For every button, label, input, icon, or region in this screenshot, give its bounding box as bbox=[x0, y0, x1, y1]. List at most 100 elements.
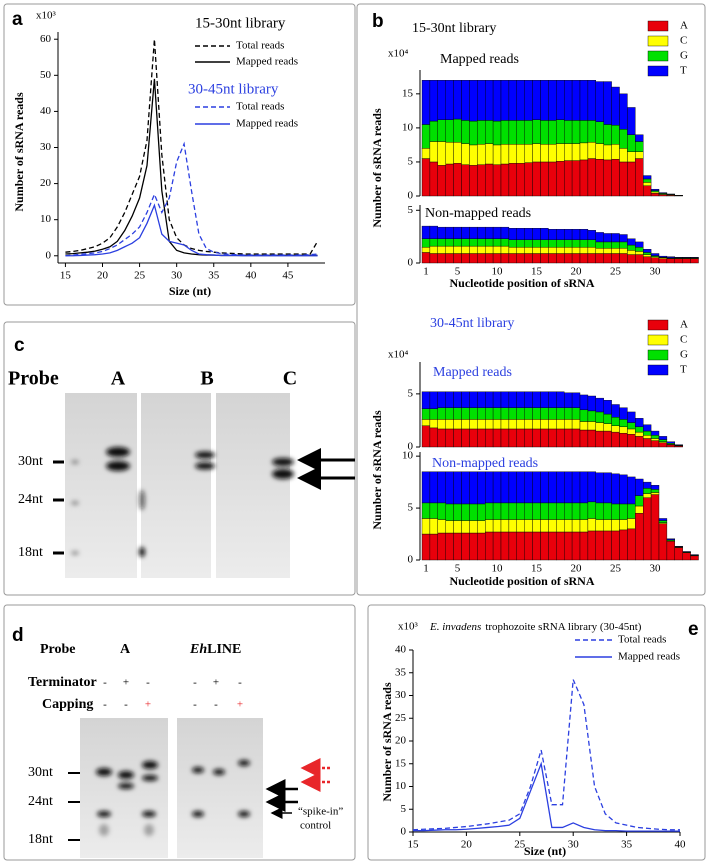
bar-segment bbox=[595, 411, 604, 423]
bar-segment bbox=[564, 392, 573, 408]
bar-segment bbox=[571, 428, 581, 448]
arrows bbox=[265, 758, 330, 819]
bar-segment bbox=[643, 497, 652, 561]
bar-segment bbox=[548, 531, 557, 561]
bar-segment bbox=[635, 418, 644, 428]
bar-segment bbox=[492, 502, 502, 520]
bar-segment bbox=[619, 419, 628, 428]
bar-segment bbox=[682, 258, 691, 264]
y-tick-label: 35 bbox=[395, 666, 407, 678]
bar-segment bbox=[595, 519, 604, 532]
y-tick-label: 50 bbox=[40, 69, 52, 81]
bar-segment bbox=[469, 428, 478, 448]
bar-segment bbox=[643, 488, 652, 494]
bar-segment bbox=[540, 144, 549, 163]
bar-segment bbox=[485, 502, 494, 520]
bar-segment bbox=[445, 471, 454, 505]
bar-segment bbox=[524, 391, 533, 408]
x-tick-label: 10 bbox=[492, 266, 504, 278]
bar-segment bbox=[635, 134, 644, 142]
bar-segment bbox=[453, 471, 462, 505]
bar-segment bbox=[627, 518, 636, 530]
bar-segment bbox=[508, 80, 517, 121]
bar-segment bbox=[540, 428, 549, 448]
bar-segment bbox=[635, 426, 644, 433]
bar-segment bbox=[627, 254, 636, 264]
bar-segment bbox=[445, 407, 454, 420]
bar-segment bbox=[548, 391, 557, 408]
bar-segment bbox=[627, 503, 636, 519]
bar-segment bbox=[445, 419, 454, 430]
bar-segment bbox=[421, 225, 431, 239]
bar-segment bbox=[595, 502, 604, 520]
bar-segment bbox=[619, 529, 628, 561]
bar-segment bbox=[674, 545, 683, 547]
panel-label: d bbox=[12, 625, 24, 646]
x-tick-label: 35 bbox=[208, 270, 220, 282]
bar-segment bbox=[571, 419, 581, 430]
bar-segment bbox=[627, 428, 636, 435]
bar-segment bbox=[587, 158, 597, 197]
bar-segment bbox=[469, 80, 478, 122]
bar-segment bbox=[619, 253, 628, 264]
bar-segment bbox=[500, 144, 510, 165]
bar-segment bbox=[571, 407, 581, 420]
bar-segment bbox=[437, 407, 446, 420]
bar-segment bbox=[619, 474, 628, 505]
probe-label: Probe bbox=[8, 368, 59, 390]
bar-segment bbox=[635, 431, 644, 437]
x-tick-label: 40 bbox=[245, 270, 257, 282]
bar-segment bbox=[429, 427, 438, 448]
y-tick-label: 5 bbox=[408, 204, 414, 216]
bar-segment bbox=[635, 505, 644, 514]
y-tick-label: 20 bbox=[395, 735, 407, 747]
bar-segment bbox=[603, 472, 612, 504]
bar-segment bbox=[619, 161, 628, 197]
bar-segment bbox=[564, 471, 573, 504]
bar-segment bbox=[421, 391, 431, 409]
legend-swatch bbox=[647, 334, 669, 346]
size-marker: 30nt bbox=[28, 765, 53, 780]
bar-segment bbox=[579, 246, 589, 254]
bar-segment bbox=[556, 143, 565, 162]
bar-segment bbox=[603, 413, 612, 424]
title-text: trophozoite sRNA library (30-45nt) bbox=[485, 621, 641, 633]
bar-segment bbox=[643, 252, 652, 255]
bar-segment bbox=[571, 519, 581, 533]
bar-segment bbox=[429, 225, 438, 239]
bar-segment bbox=[477, 164, 486, 197]
bar-segment bbox=[643, 175, 652, 180]
bar-segment bbox=[532, 246, 541, 254]
bar-segment bbox=[540, 471, 549, 504]
bar-segment bbox=[500, 163, 510, 197]
bar-segment bbox=[643, 254, 652, 257]
legend-group: 30-45nt library bbox=[188, 81, 279, 97]
panel-label: b bbox=[372, 11, 384, 32]
y-tick-label: 5 bbox=[408, 502, 414, 514]
bar-segment bbox=[477, 238, 486, 247]
bar-segment bbox=[627, 250, 636, 255]
legend-label: C bbox=[680, 35, 687, 47]
bar-segment bbox=[485, 519, 494, 533]
bar-segment bbox=[564, 531, 573, 561]
bar-segment bbox=[492, 238, 502, 247]
x-axis-label: Size (nt) bbox=[169, 284, 211, 298]
bar-segment bbox=[429, 120, 438, 142]
bar-segment bbox=[445, 80, 454, 120]
bar-segment bbox=[492, 120, 502, 146]
lane-label: A bbox=[120, 642, 131, 657]
legend-label: T bbox=[680, 65, 687, 77]
bar-segment bbox=[571, 253, 581, 264]
bar-segment bbox=[579, 239, 589, 248]
bar-segment bbox=[548, 471, 557, 504]
bar-segment bbox=[556, 246, 565, 254]
bar-segment bbox=[658, 518, 668, 521]
x-tick-label: 20 bbox=[571, 563, 583, 575]
bar-segment bbox=[540, 239, 549, 248]
bar-segment bbox=[650, 430, 660, 436]
library-title: 15-30nt library bbox=[412, 21, 496, 36]
bar-segment bbox=[453, 245, 462, 254]
bar-segment bbox=[643, 438, 652, 448]
bar-segment bbox=[524, 80, 533, 121]
bar-segment bbox=[643, 178, 652, 183]
